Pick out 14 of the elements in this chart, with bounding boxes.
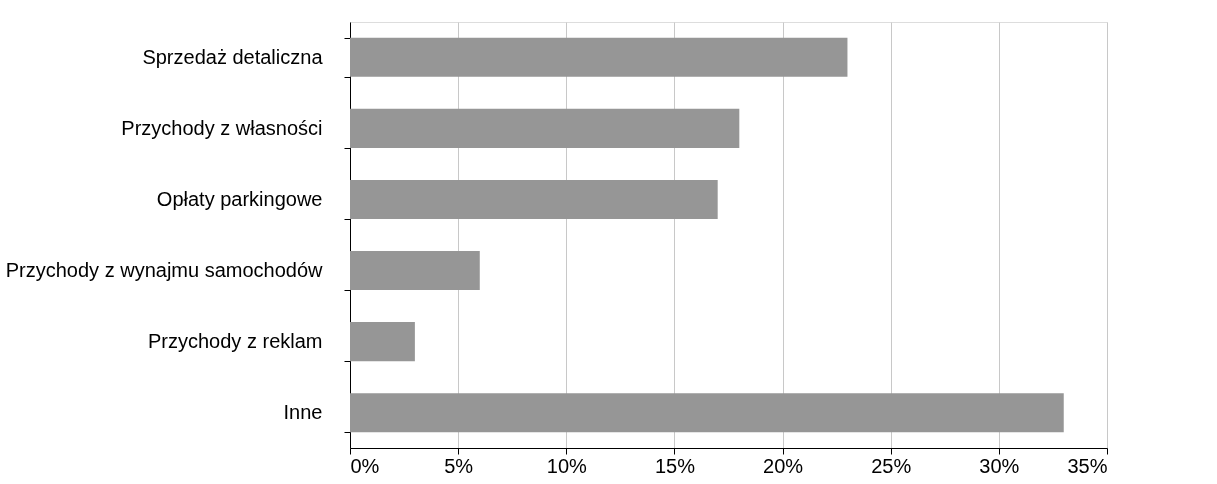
y-tick-label: Przychody z wynajmu samochodów [5, 259, 324, 282]
x-tick-label: 0% [350, 454, 380, 477]
x-tick-label: 5% [444, 454, 474, 477]
y-tick-label: Sprzedaż detaliczna [142, 45, 324, 68]
x-tick-label: 25% [871, 454, 912, 477]
x-tick-label: 30% [979, 454, 1020, 477]
y-tick-label: Przychody z reklam [148, 330, 323, 353]
x-tick-label: 15% [654, 454, 696, 477]
x-tick-label: 10% [546, 454, 588, 477]
x-tick-label: 20% [763, 454, 804, 477]
y-tick-label: Przychody z własności [121, 116, 323, 139]
x-tick-label: 35% [1067, 454, 1108, 477]
y-tick-label: Opłaty parkingowe [156, 187, 323, 210]
y-tick-label: Inne [283, 401, 323, 424]
